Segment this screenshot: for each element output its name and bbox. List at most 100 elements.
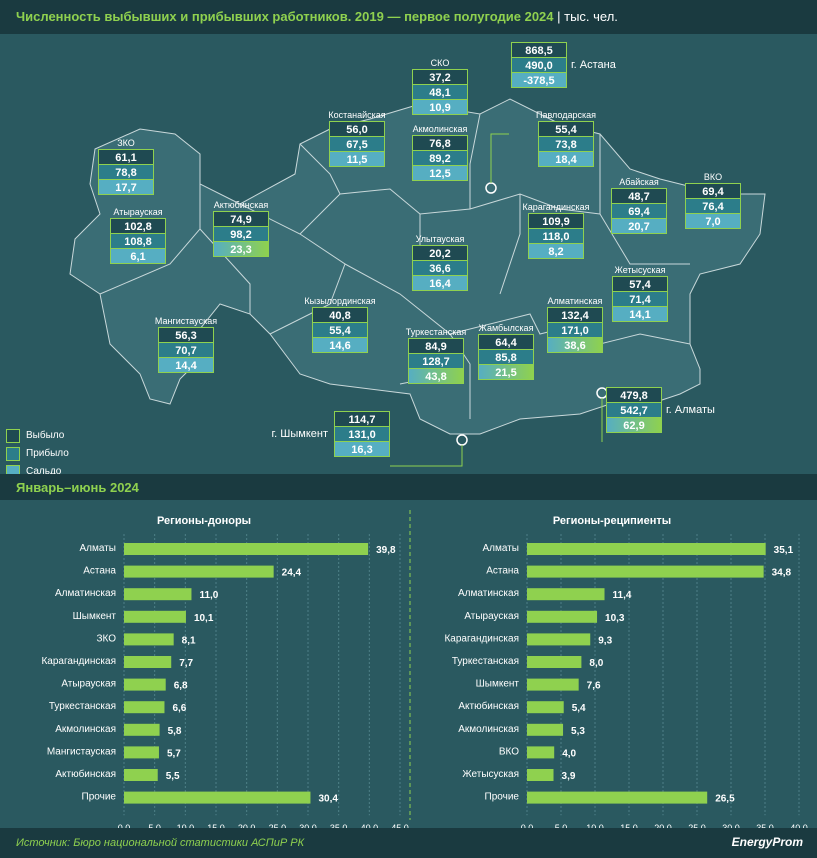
bar-value-label: 7,7: [179, 658, 193, 669]
bar: [527, 543, 766, 555]
category-label: Атырауская: [464, 611, 519, 622]
region-box: Кызылординская 40,8 55,4 14,6: [304, 296, 376, 353]
region-inflow: 128,7: [408, 353, 464, 369]
region-outflow: 109,9: [528, 213, 584, 229]
bar: [527, 610, 598, 623]
region-saldo: 7,0: [685, 213, 741, 229]
bar-value-label: 7,6: [587, 681, 601, 692]
shymkent-marker: [456, 434, 468, 446]
leader-lines: [390, 133, 603, 467]
region-outflow: 37,2: [412, 69, 468, 85]
category-label: Туркестанская: [49, 701, 116, 712]
region-inflow: 70,7: [158, 342, 214, 358]
region-name: Костанайская: [328, 110, 386, 120]
bar-value-label: 5,3: [571, 726, 585, 737]
header-bar: Численность выбывших и прибывших работни…: [0, 0, 817, 34]
category-label: Карагандинская: [444, 633, 519, 644]
bar: [527, 723, 564, 736]
category-label: Жетысуская: [462, 769, 519, 780]
region-box: Абайская 48,7 69,4 20,7: [611, 177, 667, 234]
region-outflow: 61,1: [98, 149, 154, 165]
region-box: Алматинская 132,4 171,0 38,6: [547, 296, 603, 353]
region-name: г. Алматы: [666, 404, 715, 416]
bar-charts: 0,0 5,0 10,0 15,0 20,0 25,0 30,0 35,0 40,0 45,0 Ал…: [41, 510, 808, 828]
bar-value-label: 5,4: [572, 703, 586, 714]
bar: [124, 769, 158, 781]
region-saldo: 6,1: [110, 248, 166, 264]
region-outflow: 74,9: [213, 211, 269, 227]
title-text: Численность выбывших и прибывших работни…: [16, 9, 554, 24]
category-label: Акмолинская: [458, 724, 519, 735]
bar-value-label: 30,4: [318, 794, 338, 805]
recipients-chart-title: Регионы-реципиенты: [552, 515, 672, 527]
region-outflow: 114,7: [334, 411, 390, 427]
category-label: ЗКО: [96, 633, 116, 644]
bar: [527, 769, 554, 781]
section-bar: Январь–июнь 2024: [0, 474, 817, 500]
x-tick-label: 40,0: [790, 823, 808, 828]
region-box: Жамбылская 64,4 85,8 21,5: [478, 323, 534, 380]
x-tick-label: 30,0: [722, 823, 740, 828]
title-unit: | тыс. чел.: [557, 9, 618, 24]
region-inflow: 98,2: [213, 226, 269, 242]
bar: [124, 701, 165, 714]
region-outflow: 479,8: [606, 387, 662, 403]
x-tick-label: 10,0: [177, 823, 195, 828]
category-label: Мангистауская: [47, 746, 116, 757]
region-box: г. Шымкент 114,7 131,0 16,3: [272, 411, 390, 457]
region-box: Жетысуская 57,4 71,4 14,1: [612, 265, 668, 322]
region-inflow: 89,2: [412, 150, 468, 166]
x-tick-label: 25,0: [688, 823, 706, 828]
x-tick-label: 15,0: [620, 823, 638, 828]
region-inflow: 85,8: [478, 349, 534, 365]
x-tick-label: 0,0: [521, 823, 534, 828]
x-tick-label: 35,0: [330, 823, 348, 828]
region-saldo: 12,5: [412, 165, 468, 181]
region-outflow: 56,3: [158, 327, 214, 343]
bar: [527, 588, 605, 601]
region-outflow: 20,2: [412, 245, 468, 261]
bar-value-label: 6,8: [174, 681, 188, 692]
category-label: Алматинская: [458, 588, 519, 599]
region-inflow: 55,4: [312, 322, 368, 338]
x-tick-label: 25,0: [269, 823, 287, 828]
category-label: Атырауская: [61, 679, 116, 690]
region-name: ВКО: [703, 172, 723, 182]
bar-value-label: 5,8: [168, 726, 182, 737]
region-outflow: 84,9: [408, 338, 464, 354]
region-outflow: 55,4: [538, 121, 594, 137]
category-label: ВКО: [499, 746, 519, 757]
region-name: Улытауская: [415, 234, 465, 244]
bar-value-label: 8,1: [182, 635, 196, 646]
bar: [527, 746, 555, 759]
x-tick-label: 40,0: [361, 823, 379, 828]
region-outflow: 132,4: [547, 307, 603, 323]
category-label: Туркестанская: [452, 656, 519, 667]
region-box: Атырауская 102,8 108,8 6,1: [110, 207, 166, 264]
region-outflow: 69,4: [685, 183, 741, 199]
region-saldo: 43,8: [408, 368, 464, 384]
bar: [124, 633, 174, 646]
x-tick-label: 0,0: [118, 823, 131, 828]
bar: [527, 633, 591, 646]
region-name: Карагандинская: [522, 202, 590, 212]
category-label: Актюбинская: [458, 700, 519, 712]
region-box: Туркестанская 84,9 128,7 43,8: [406, 327, 466, 384]
bar-value-label: 34,8: [772, 568, 792, 579]
region-saldo: 11,5: [329, 151, 385, 167]
page-title: Численность выбывших и прибывших работни…: [16, 9, 618, 24]
bar: [527, 791, 708, 804]
region-box: Павлодарская 55,4 73,8 18,4: [536, 110, 596, 167]
region-box: Акмолинская 76,8 89,2 12,5: [412, 124, 468, 181]
region-inflow: 118,0: [528, 228, 584, 244]
region-inflow: 36,6: [412, 260, 468, 276]
region-saldo: 14,6: [312, 337, 368, 353]
region-name: Жамбылская: [478, 323, 534, 333]
region-saldo: 23,3: [213, 241, 269, 257]
legend-label: Прибыло: [26, 448, 69, 459]
category-label: Прочие: [485, 792, 520, 803]
bar: [124, 791, 311, 804]
region-name: Туркестанская: [405, 327, 467, 337]
region-outflow: 868,5: [511, 42, 567, 58]
